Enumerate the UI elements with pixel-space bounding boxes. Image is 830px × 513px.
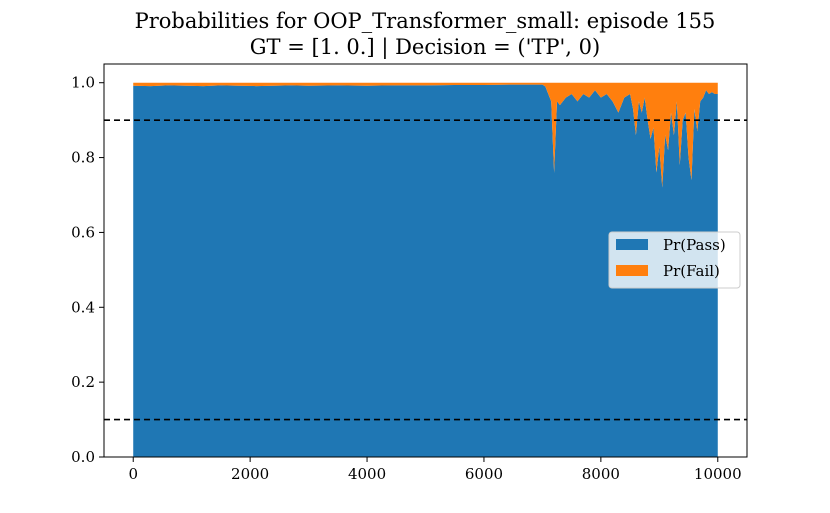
- x-tick-label: 10000: [694, 465, 742, 483]
- x-tick-label: 8000: [582, 465, 620, 483]
- stacked-areas: [133, 82, 718, 457]
- legend-label-fail: Pr(Fail): [663, 262, 720, 280]
- y-tick-label: 0.2: [71, 373, 95, 391]
- legend-label-pass: Pr(Pass): [663, 236, 726, 254]
- y-tick-label: 0.4: [71, 298, 95, 316]
- plot-frame: [103, 63, 748, 458]
- x-tick-label: 6000: [465, 465, 503, 483]
- y-tick-label: 0.8: [71, 149, 95, 167]
- y-tick-label: 0.0: [71, 448, 95, 466]
- chart-subtitle: GT = [1. 0.] | Decision = ('TP', 0): [250, 35, 600, 60]
- legend-swatch-pass: [616, 239, 648, 250]
- x-tick-label: 2000: [231, 465, 269, 483]
- area-series-pass: [133, 84, 718, 457]
- threshold-lines: [104, 119, 747, 421]
- area-series-fail: [133, 82, 718, 188]
- x-axis: 0 2000 4000 6000 8000 10000: [128, 457, 742, 483]
- x-tick-label: 4000: [348, 465, 386, 483]
- x-tick-label: 0: [128, 465, 138, 483]
- y-axis: 0.0 0.2 0.4 0.6 0.8 1.0: [71, 74, 104, 466]
- y-tick-label: 0.6: [71, 223, 95, 241]
- legend-swatch-fail: [616, 265, 648, 276]
- legend: Pr(Pass) Pr(Fail): [608, 231, 741, 289]
- chart-title: Probabilities for OOP_Transformer_small:…: [135, 9, 716, 33]
- y-tick-label: 1.0: [71, 74, 95, 92]
